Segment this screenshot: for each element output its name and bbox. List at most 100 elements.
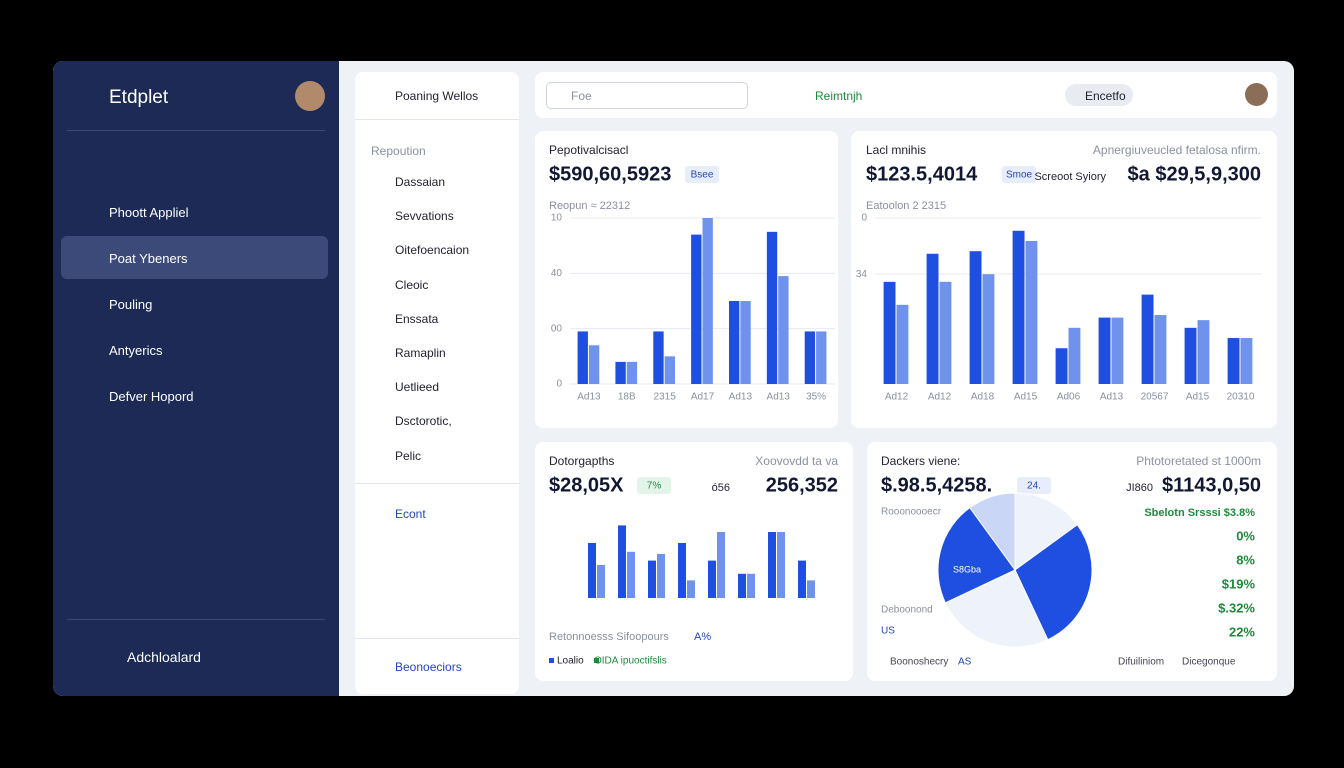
button[interactable] [1065, 84, 1133, 106]
subnav-item[interactable]: Sevvations [395, 209, 454, 224]
bar [626, 361, 638, 384]
subnav-item[interactable]: Dsctorotic, [395, 414, 452, 429]
bar [1012, 230, 1025, 384]
nav-item[interactable]: Phoott Appliel [109, 205, 189, 220]
x-tick-label: Ad15 [1186, 392, 1210, 403]
list-value: 0% [1236, 528, 1255, 543]
bar [939, 281, 952, 384]
bar [1154, 315, 1167, 384]
x-tick-label: Ad17 [691, 392, 715, 403]
subnav-item[interactable]: Enssata [395, 311, 439, 326]
subnav-item[interactable]: Uetlieed [395, 380, 440, 395]
panel-subtitle: Reopun ≈ 22312 [549, 200, 630, 212]
search-box[interactable] [546, 82, 748, 109]
subnav-link[interactable]: Econt [395, 507, 426, 521]
bar [738, 573, 746, 598]
pie-label: US [881, 626, 895, 637]
panel-footer: A% [694, 631, 711, 643]
divider [355, 483, 519, 484]
subnav-item[interactable]: Ramaplin [395, 346, 446, 360]
legend-swatch [594, 658, 599, 663]
subnav-item[interactable]: Dassaian [395, 175, 446, 189]
badge [1017, 477, 1051, 494]
panel-title: Lacl mnihis [866, 143, 926, 157]
avatar[interactable] [295, 81, 325, 111]
nav-item[interactable]: Pouling [109, 297, 153, 312]
section: Repoution [371, 144, 426, 158]
bar [969, 251, 982, 384]
y-tick-label: 0 [861, 213, 867, 224]
bar [1068, 327, 1081, 384]
bar [798, 560, 806, 598]
bar [664, 356, 675, 384]
bar [777, 532, 785, 598]
bar [816, 331, 827, 384]
subnav-item[interactable]: Pelic [395, 448, 422, 463]
bar [597, 565, 605, 598]
bar [702, 218, 713, 384]
nav-item[interactable]: Defver Hopord [109, 389, 194, 404]
x-tick-label: 20310 [1227, 392, 1255, 403]
subnav-item[interactable]: Oitefoencaion [395, 243, 470, 258]
filter[interactable]: Reimtnjh [815, 89, 863, 103]
bar [648, 560, 656, 598]
panel-value: $123.5,4014 [866, 163, 978, 185]
badge-label: Smoe [1006, 170, 1033, 181]
bar [926, 253, 939, 384]
bar [588, 543, 596, 598]
panel-value: $.98.5,4258. [881, 474, 992, 496]
x-tick-label: 35% [806, 392, 826, 403]
divider [355, 638, 519, 639]
bar [577, 331, 588, 384]
legend-label: Dicegonque [1182, 657, 1236, 668]
panel-value: $a $29,5,9,300 [1128, 163, 1261, 185]
x-tick-label: Ad18 [971, 392, 995, 403]
badge [1002, 166, 1036, 183]
bar [982, 274, 995, 384]
badge [685, 166, 719, 183]
legend-swatch [549, 658, 554, 663]
nav-item[interactable]: Poat Ybeners [109, 251, 188, 266]
subnav: Poaning Wellos Repoution Econt Beonoecio… [355, 72, 519, 694]
list-value: $.32% [1218, 600, 1255, 615]
x-tick-label: Ad13 [1100, 392, 1124, 403]
bar [653, 331, 664, 384]
bar [1141, 294, 1154, 384]
nav-item[interactable]: Antyerics [109, 343, 163, 358]
bar [615, 361, 626, 384]
subnav-footer[interactable]: Beonoeciors [395, 660, 462, 674]
y-tick-label: 34 [856, 269, 868, 280]
active-item [61, 236, 328, 279]
y-tick-label: 40 [551, 268, 563, 279]
list-value: $19% [1222, 576, 1256, 591]
avatar[interactable] [1245, 83, 1268, 106]
panel-note: Apnergiuveucled fetalosa nfirm. [1093, 143, 1261, 157]
pie-slice [937, 507, 1016, 604]
subnav-item[interactable]: Cleoic [395, 277, 429, 292]
legend-label: Loalio [557, 656, 584, 667]
x-tick-label: Ad06 [1057, 392, 1081, 403]
panel-value: $590,60,5923 [549, 163, 671, 185]
panel-value: $28,05X [549, 474, 624, 496]
divider [67, 619, 325, 620]
legend-label: AS [958, 657, 972, 668]
bar [687, 580, 695, 598]
x-tick-label: Ad13 [729, 392, 753, 403]
x-tick-label: 18B [618, 392, 636, 403]
badge-label: 7% [647, 481, 662, 492]
bar [766, 231, 778, 384]
panel-footer: Retonnoesss Sifoopours [549, 631, 669, 643]
pie-label: Rooonoooecr [881, 507, 942, 518]
x-tick-label: 2315 [654, 392, 677, 403]
y-tick-label: 00 [551, 323, 563, 334]
slice-label: S8Gba [953, 564, 981, 574]
x-tick-label: Ad12 [928, 392, 952, 403]
x-tick-label: Ad12 [885, 392, 909, 403]
bar [627, 551, 635, 598]
panel-value: $1143,0,50 [1162, 474, 1261, 496]
sidebar-footer[interactable]: Adchloalard [127, 649, 201, 665]
panel-title: Dotorgapths [549, 454, 614, 468]
bar [883, 281, 896, 384]
bar [768, 532, 776, 598]
